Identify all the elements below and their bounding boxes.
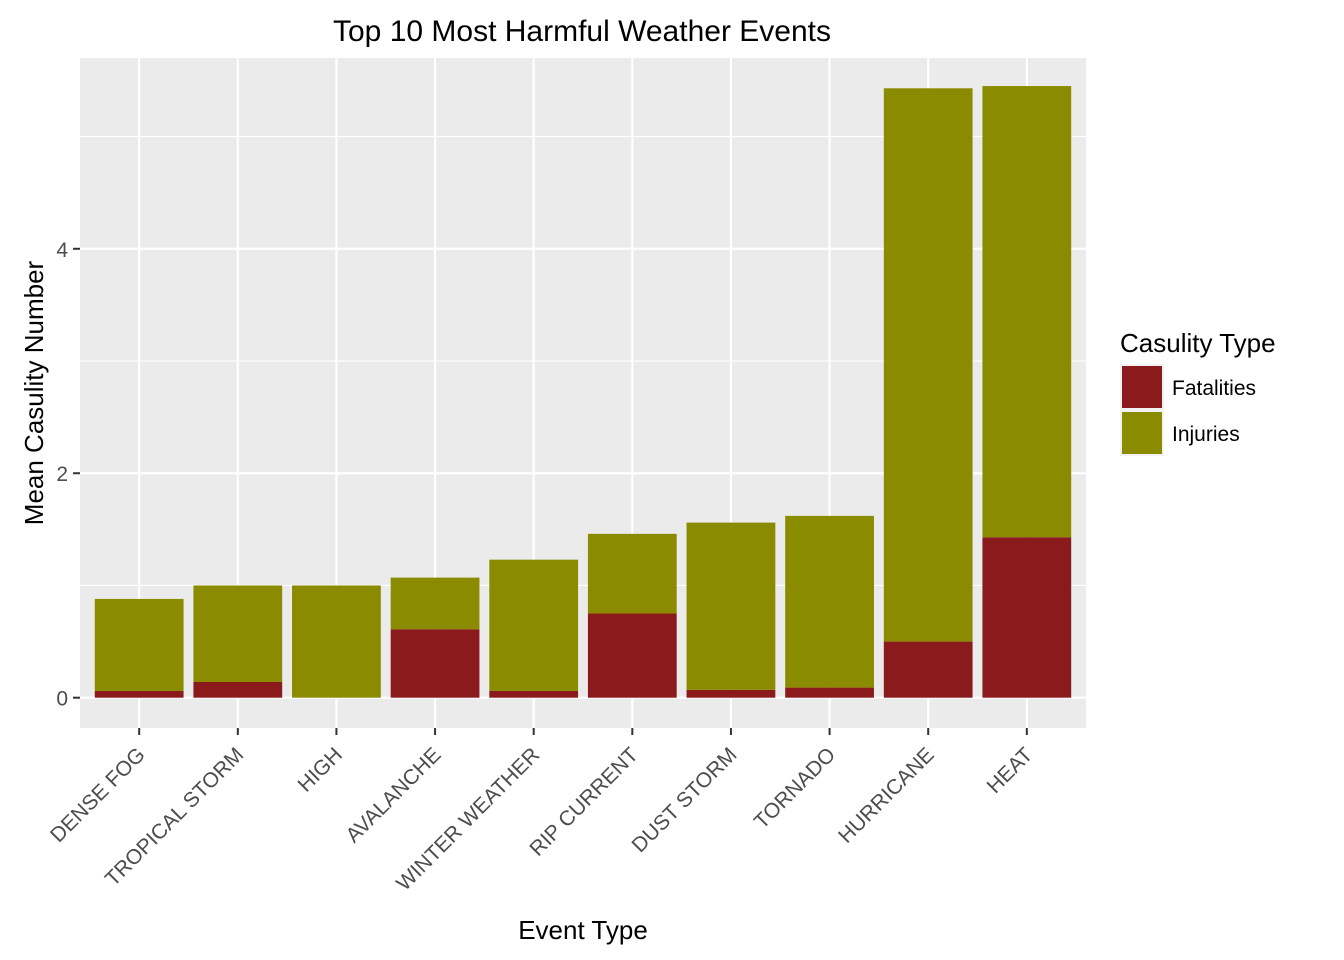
x-tick-label: RIP CURRENT — [525, 743, 643, 861]
bar-injuries — [390, 577, 480, 630]
bars-layer — [94, 86, 1072, 698]
legend-key-fatalities — [1122, 366, 1162, 408]
bar-fatalities — [982, 537, 1072, 698]
x-tick-label: HURRICANE — [834, 743, 939, 848]
x-tick-label: DUST STORM — [628, 743, 742, 857]
y-tick-label: 0 — [56, 688, 68, 711]
bar-fatalities — [390, 629, 480, 698]
x-axis-title: Event Type — [518, 915, 648, 945]
x-tick-label: HEAT — [983, 743, 1038, 798]
x-tick-label: TORNADO — [750, 743, 840, 833]
bar-injuries — [94, 598, 184, 691]
y-tick-label: 4 — [56, 239, 68, 262]
legend-label-fatalities: Fatalities — [1172, 377, 1256, 400]
bar-injuries — [292, 585, 381, 698]
x-tick-label: DENSE FOG — [46, 743, 150, 847]
legend-key-injuries — [1122, 412, 1162, 454]
bar-fatalities — [686, 689, 776, 698]
x-tick-label: AVALANCHE — [342, 743, 446, 847]
chart-title: Top 10 Most Harmful Weather Events — [333, 15, 831, 48]
bar-injuries — [982, 86, 1072, 538]
y-axis: 0 2 4 — [56, 239, 80, 711]
bar-fatalities — [193, 681, 283, 698]
bar-injuries — [587, 533, 677, 614]
bar-injuries — [193, 585, 283, 682]
bar-fatalities — [489, 690, 579, 698]
bar-injuries — [883, 88, 973, 642]
bar-fatalities — [587, 613, 677, 698]
bar-fatalities — [883, 641, 973, 698]
legend-title: Casulity Type — [1120, 328, 1276, 358]
legend: Casulity Type Fatalities Injuries — [1120, 328, 1276, 456]
y-tick-label: 2 — [56, 463, 68, 486]
bar-fatalities — [785, 687, 874, 698]
x-tick-label: HIGH — [294, 743, 347, 796]
bar-injuries — [785, 515, 874, 688]
bar-fatalities — [94, 690, 184, 698]
bar-injuries — [489, 559, 579, 691]
bar-injuries — [686, 522, 776, 690]
legend-label-injuries: Injuries — [1172, 423, 1240, 446]
y-axis-title: Mean Casulity Number — [19, 260, 49, 525]
